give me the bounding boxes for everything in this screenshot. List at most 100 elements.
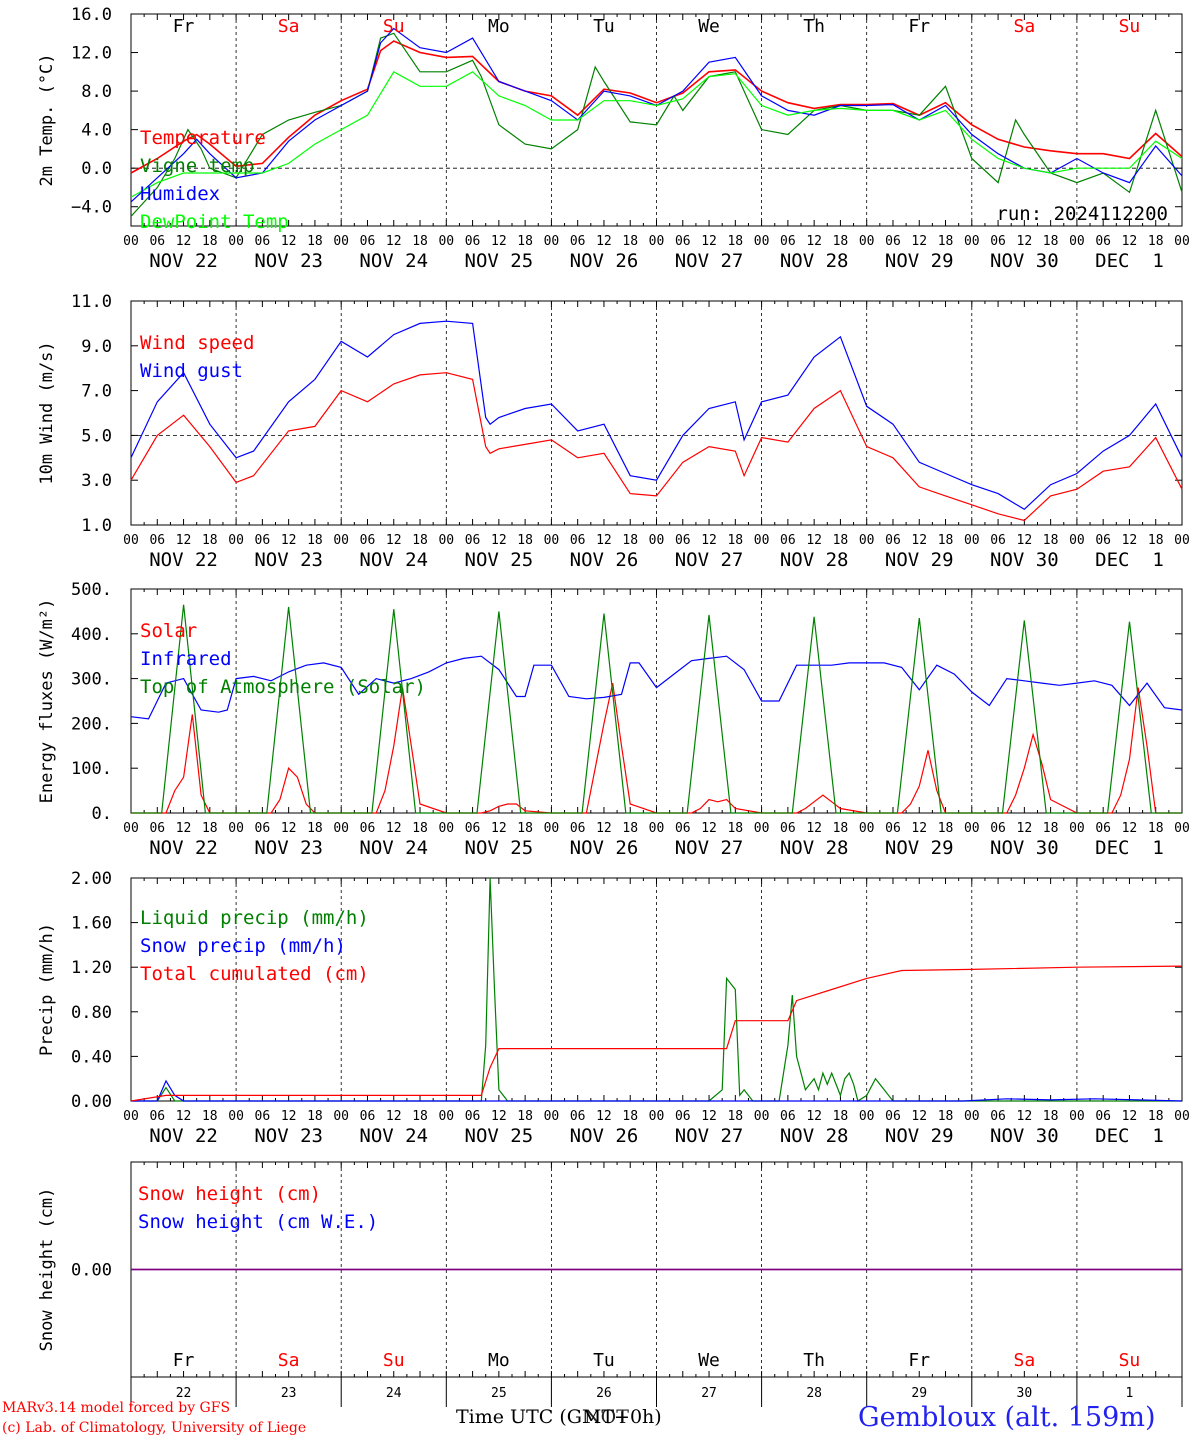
x-hour-label: 18 xyxy=(1148,821,1164,836)
x-hour-label: 12 xyxy=(1017,1109,1033,1124)
x-hour-label: 18 xyxy=(938,821,954,836)
x-date-label: NOV 30 xyxy=(990,549,1059,571)
y-tick-label: 0.40 xyxy=(71,1047,112,1067)
x-hour-label: 06 xyxy=(570,234,586,249)
x-hour-label: 12 xyxy=(386,234,402,249)
x-date-label: NOV 29 xyxy=(885,250,954,272)
x-date-label: NOV 23 xyxy=(254,250,323,272)
x-hour-label: 00 xyxy=(1174,1109,1190,1124)
weekday-label: Fr xyxy=(908,1350,930,1371)
x-hour-label: 00 xyxy=(544,1109,560,1124)
x-hour-label: 00 xyxy=(1174,533,1190,548)
x-hour-label: 06 xyxy=(675,533,691,548)
x-hour-label: 06 xyxy=(570,821,586,836)
x-hour-label: 00 xyxy=(1174,821,1190,836)
x-hour-label: 00 xyxy=(228,533,244,548)
y-tick-label: 12.0 xyxy=(71,44,112,64)
x-hour-label: 06 xyxy=(149,533,165,548)
weekday-label: Su xyxy=(383,1350,405,1371)
x-hour-label: 18 xyxy=(202,821,218,836)
x-hour-label: 00 xyxy=(544,821,560,836)
x-hour-label: 12 xyxy=(1017,533,1033,548)
day-number-label: 29 xyxy=(911,1386,927,1401)
x-hour-label: 00 xyxy=(333,821,349,836)
x-date-label: NOV 30 xyxy=(990,837,1059,859)
x-hour-label: 06 xyxy=(780,1109,796,1124)
series-line xyxy=(130,320,1183,511)
x-hour-label: 00 xyxy=(859,234,875,249)
x-date-label: NOV 29 xyxy=(885,1125,954,1147)
x-date-label: DEC 1 xyxy=(1095,549,1164,571)
x-hour-label: 18 xyxy=(307,821,323,836)
x-hour-label: 06 xyxy=(990,533,1006,548)
x-hour-label: 06 xyxy=(990,234,1006,249)
x-date-label: NOV 27 xyxy=(675,1125,744,1147)
legend-entry: Temperature xyxy=(140,127,266,149)
x-hour-label: 00 xyxy=(123,1109,139,1124)
x-hour-label: 18 xyxy=(412,1109,428,1124)
x-hour-label: 06 xyxy=(149,234,165,249)
x-hour-label: 12 xyxy=(491,821,507,836)
x-hour-label: 18 xyxy=(307,234,323,249)
x-hour-label: 12 xyxy=(386,821,402,836)
x-hour-label: 00 xyxy=(228,234,244,249)
x-hour-label: 06 xyxy=(465,821,481,836)
weekday-label: Th xyxy=(803,16,825,37)
x-hour-label: 18 xyxy=(202,1109,218,1124)
weekday-label: Mo xyxy=(488,16,510,37)
weekday-label: We xyxy=(698,16,720,37)
x-hour-label: 00 xyxy=(859,821,875,836)
y-tick-label: 1.0 xyxy=(81,516,112,536)
day-number-label: 26 xyxy=(596,1386,612,1401)
x-hour-label: 12 xyxy=(281,821,297,836)
x-hour-label: 06 xyxy=(675,234,691,249)
x-hour-label: 06 xyxy=(885,1109,901,1124)
weekday-label: Tu xyxy=(593,16,615,37)
x-hour-label: 18 xyxy=(1148,234,1164,249)
series-line xyxy=(130,655,1183,720)
day-number-label: 24 xyxy=(386,1386,402,1401)
legend-entry: Wind gust xyxy=(140,360,243,382)
x-hour-label: 12 xyxy=(491,533,507,548)
x-hour-label: 12 xyxy=(701,1109,717,1124)
y-axis-label: Precip (mm/h) xyxy=(37,923,57,1056)
x-hour-label: 18 xyxy=(1043,821,1059,836)
x-date-label: DEC 1 xyxy=(1095,250,1164,272)
x-date-label: NOV 27 xyxy=(675,549,744,571)
x-hour-label: 12 xyxy=(701,821,717,836)
x-hour-label: 12 xyxy=(911,533,927,548)
run-annotation: run: 2024112200 xyxy=(996,203,1168,225)
x-date-label: NOV 30 xyxy=(990,1125,1059,1147)
x-hour-label: 00 xyxy=(649,234,665,249)
x-hour-label: 18 xyxy=(938,1109,954,1124)
x-hour-label: 12 xyxy=(911,234,927,249)
x-hour-label: 18 xyxy=(307,1109,323,1124)
x-date-label: NOV 26 xyxy=(570,250,639,272)
x-date-label: NOV 23 xyxy=(254,549,323,571)
x-hour-label: 18 xyxy=(202,234,218,249)
y-tick-label: 9.0 xyxy=(81,337,112,357)
x-hour-label: 12 xyxy=(281,1109,297,1124)
weekday-label: Fr xyxy=(908,16,930,37)
credit-line-2: (c) Lab. of Climatology, University of L… xyxy=(2,1420,307,1436)
series-line xyxy=(130,70,1183,198)
x-hour-label: 06 xyxy=(780,234,796,249)
x-hour-label: 06 xyxy=(780,533,796,548)
x-hour-label: 18 xyxy=(412,234,428,249)
y-tick-label: 4.0 xyxy=(81,121,112,141)
x-hour-label: 12 xyxy=(596,234,612,249)
x-hour-label: 18 xyxy=(622,533,638,548)
day-number-label: 22 xyxy=(176,1386,192,1401)
x-hour-label: 18 xyxy=(727,821,743,836)
x-date-label: NOV 25 xyxy=(465,1125,534,1147)
x-hour-label: 00 xyxy=(438,821,454,836)
x-hour-label: 06 xyxy=(360,533,376,548)
series-line xyxy=(131,1079,1183,1102)
x-hour-label: 06 xyxy=(149,1109,165,1124)
x-hour-label: 06 xyxy=(675,1109,691,1124)
x-hour-label: 06 xyxy=(990,1109,1006,1124)
series-line xyxy=(130,27,1183,203)
x-hour-label: 12 xyxy=(1122,533,1138,548)
x-date-label: NOV 23 xyxy=(254,837,323,859)
x-date-label: NOV 26 xyxy=(570,549,639,571)
